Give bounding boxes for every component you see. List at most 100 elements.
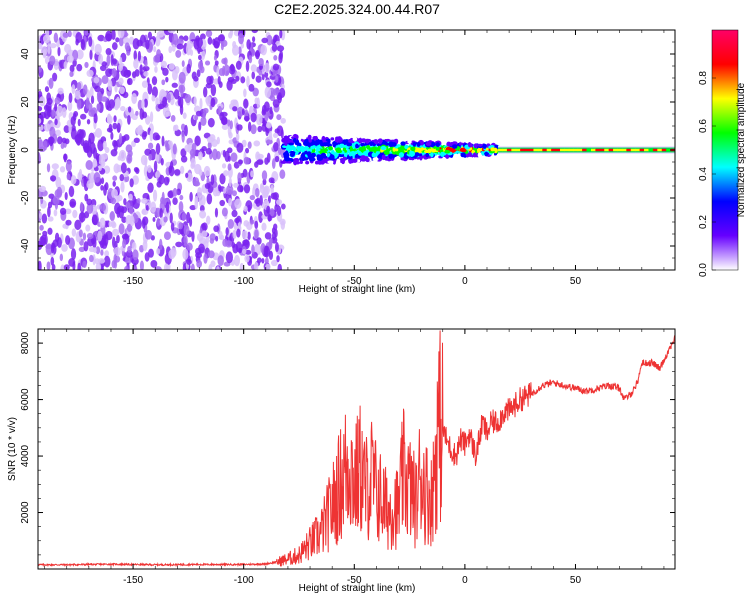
spectrogram-noise-mark — [124, 265, 129, 270]
spectrogram-noise-mark — [105, 30, 113, 42]
spectrogram-noise-mark — [136, 198, 141, 204]
spectrogram-noise-mark — [247, 141, 252, 149]
spectrogram-noise-mark — [38, 106, 43, 112]
spectrogram-noise-mark — [116, 122, 121, 133]
spectrogram-line-mark — [666, 148, 672, 152]
spectrogram-line-mark — [524, 148, 530, 152]
spectrogram-noise-mark — [268, 177, 275, 184]
spectrogram-noise-mark — [141, 131, 147, 140]
spectrogram-noise-mark — [254, 220, 259, 229]
spectrogram-noise-mark — [270, 184, 274, 195]
spectrogram-noise-mark — [120, 162, 127, 174]
spectrogram-noise-mark — [91, 214, 98, 226]
spectrogram-noise-mark — [102, 140, 107, 150]
spectrogram-noise-mark — [99, 217, 106, 228]
spectrogram-noise-mark — [243, 98, 249, 109]
spectrogram-noise-mark — [115, 37, 120, 43]
spectrogram-noise-mark — [144, 59, 148, 68]
spectrogram-noise-mark — [203, 86, 208, 98]
spectrogram-noise-mark — [193, 76, 199, 82]
spectrogram-noise-mark — [240, 76, 246, 84]
spectrogram-signal-mark — [323, 148, 328, 152]
spectrogram-noise-mark — [127, 149, 133, 158]
spectrogram-noise-mark — [217, 75, 221, 85]
spectrogram-noise-mark — [95, 262, 102, 270]
spectrogram-noise-mark — [252, 87, 259, 97]
spectrogram-noise-mark — [178, 201, 184, 213]
spectrogram-noise-mark — [215, 190, 221, 197]
spectrogram-noise-mark — [180, 148, 187, 158]
spectrogram-noise-mark — [49, 175, 57, 182]
spectrogram-noise-mark — [47, 42, 51, 55]
spectrogram-noise-mark — [241, 108, 245, 116]
spectrogram-line-mark — [529, 148, 534, 152]
spectrogram-noise-mark — [75, 31, 83, 43]
spectrogram-noise-mark — [38, 152, 41, 164]
spectrogram-noise-mark — [64, 138, 70, 145]
spectrogram-signal-mark — [292, 146, 297, 152]
spectrogram-noise-mark — [149, 111, 154, 123]
spectrogram-signal-mark — [352, 158, 358, 163]
spectrogram-signal-mark — [310, 145, 315, 150]
spectrogram-line-mark — [613, 148, 618, 152]
spectrogram-noise-mark — [276, 199, 283, 206]
spectrogram-noise-mark — [280, 220, 286, 230]
spectrogram-noise-mark — [251, 30, 259, 34]
spectrogram-signal-mark — [358, 147, 363, 152]
spectrogram-signal-mark — [430, 141, 436, 148]
spectrogram-signal-mark — [282, 145, 289, 149]
spectrogram-noise-mark — [135, 126, 143, 135]
spectrogram-noise-mark — [223, 64, 230, 77]
spectrogram-noise-mark — [56, 105, 64, 117]
spectrogram-signal-mark — [404, 144, 409, 150]
spectrogram-noise-mark — [273, 141, 279, 152]
spectrogram-noise-mark — [256, 237, 262, 245]
spectrogram-noise-mark — [168, 165, 173, 174]
spectrogram-noise-mark — [86, 232, 94, 240]
spectrogram-noise-mark — [182, 248, 189, 260]
spectrogram-noise-mark — [68, 123, 72, 134]
colorbar: 0.0 0.2 0.4 0.6 0.8 Normalized spectral ampl… — [698, 29, 747, 277]
spectrogram-noise-mark — [39, 224, 44, 231]
spectrogram-noise-mark — [85, 160, 93, 170]
spectrogram-noise-mark — [261, 222, 267, 231]
spectrogram-noise-mark — [179, 194, 184, 201]
spectrogram-noise-mark — [155, 152, 160, 163]
spectrogram-noise-mark — [186, 63, 191, 74]
spectrogram-noise-mark — [109, 210, 116, 222]
spectrogram-signal-mark — [445, 154, 449, 159]
spectrogram-noise-mark — [184, 124, 188, 137]
spectrogram-y-ticks: -40 -20 0 20 40 — [20, 29, 675, 271]
spectrogram-noise-mark — [189, 204, 197, 211]
spectrogram-noise-mark — [243, 220, 250, 227]
spectrogram-noise-mark — [257, 125, 263, 133]
spectrogram-noise-mark — [210, 84, 217, 97]
spectrogram-noise-mark — [247, 204, 251, 213]
spectrogram-noise-mark — [196, 69, 201, 78]
spectrogram-line-mark — [498, 148, 503, 152]
spectrogram-noise-mark — [184, 94, 192, 104]
spectrogram-noise-mark — [152, 216, 156, 223]
spectrogram-noise-mark — [233, 182, 239, 188]
spectrogram-noise-mark — [149, 129, 154, 142]
spectrogram-noise-mark — [213, 37, 221, 49]
spectrogram-noise-mark — [61, 244, 68, 252]
spectrogram-noise-mark — [120, 105, 126, 112]
spectrogram-noise-mark — [53, 209, 58, 217]
spectrogram-noise-mark — [236, 142, 244, 153]
spectrogram-signal-mark — [419, 155, 423, 161]
spectrogram-signal-mark — [290, 151, 296, 157]
spectrogram-noise-mark — [118, 208, 124, 219]
spectrogram-noise-mark — [261, 73, 265, 81]
spectrogram-noise-mark — [183, 235, 188, 247]
spectrogram-noise-mark — [268, 130, 273, 141]
spectrogram-noise-mark — [129, 178, 134, 188]
spectrogram-noise-mark — [179, 165, 185, 175]
spectrogram-noise-mark — [55, 129, 61, 137]
spectrogram-noise-mark — [62, 107, 67, 119]
spectrogram-noise-mark — [180, 86, 184, 98]
spectrogram-noise-mark — [89, 49, 93, 61]
spectrogram-noise-mark — [222, 65, 226, 77]
spectrogram-noise-mark — [274, 155, 280, 163]
spectrogram-noise-mark — [133, 137, 140, 144]
